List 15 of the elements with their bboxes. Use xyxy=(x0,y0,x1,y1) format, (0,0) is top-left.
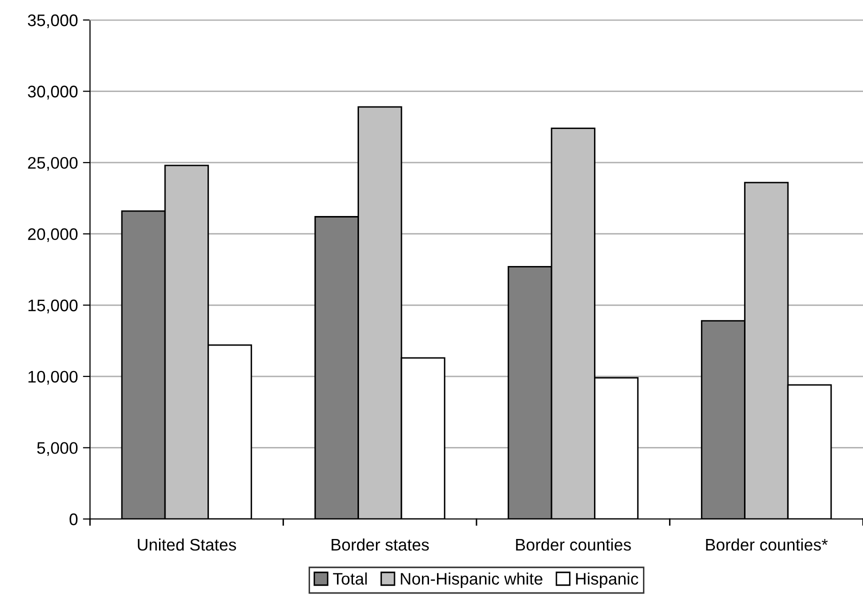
x-tick-label: United States xyxy=(138,538,236,551)
x-tick-label: Border states xyxy=(332,538,429,551)
y-tick-label: 25,000 xyxy=(28,156,78,171)
legend-label: Hispanic xyxy=(576,572,638,588)
y-tick-label: 20,000 xyxy=(28,228,78,242)
x-tick-label: Border counties xyxy=(516,538,631,551)
y-tick-label: 0 xyxy=(70,513,78,526)
y-tick-label: 10,000 xyxy=(28,370,78,385)
y-tick-label: 35,000 xyxy=(28,14,78,28)
legend-label: Non-Hispanic white xyxy=(400,572,542,588)
y-tick-label: 15,000 xyxy=(28,300,78,314)
legend-label: Total xyxy=(333,572,367,585)
y-tick-label: 30,000 xyxy=(28,86,78,100)
x-tick-label: Border counties* xyxy=(706,538,828,551)
y-tick-label: 5,000 xyxy=(37,442,78,456)
